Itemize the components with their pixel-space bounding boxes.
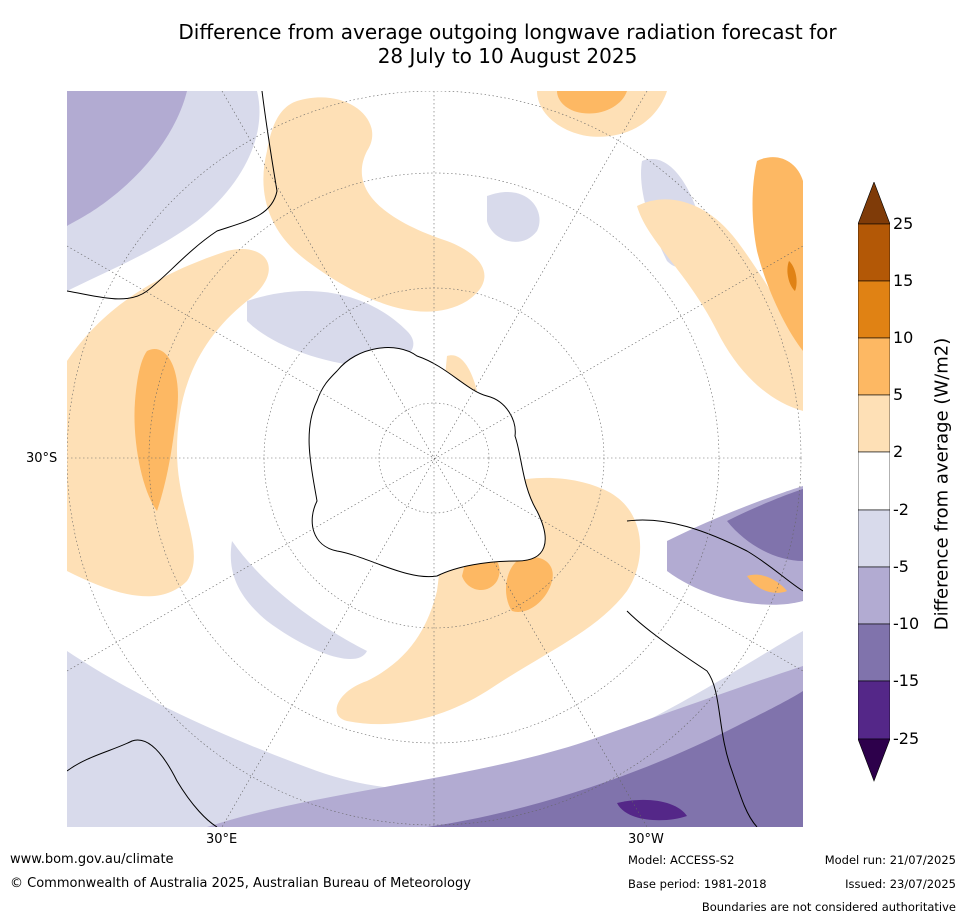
- colorbar-tick-2: 2: [893, 442, 904, 461]
- anomaly-region-pos-west-core: [134, 349, 178, 511]
- colorbar-tick-m5: -5: [893, 557, 909, 576]
- lat-label-30s: 30°S: [26, 451, 58, 466]
- polar-map: [67, 91, 803, 827]
- colorbar-tick-m15: -15: [893, 671, 920, 690]
- footer-issued: Issued: 23/07/2025: [845, 877, 956, 891]
- south-america-outline: [626, 519, 803, 827]
- colorbar-seg-5-10: [858, 337, 890, 396]
- map-title: Difference from average outgoing longwav…: [60, 20, 955, 68]
- footer-website: www.bom.gov.au/climate: [10, 852, 174, 867]
- anomaly-region-neg-east-strong: [727, 489, 803, 561]
- colorbar-tick-m10: -10: [893, 614, 920, 633]
- footer-copyright: © Commonwealth of Australia 2025, Austra…: [10, 876, 471, 891]
- colorbar-tick-m2: -2: [893, 500, 909, 519]
- footer-model-run: Model run: 21/07/2025: [824, 853, 956, 867]
- anomaly-region-neg-north: [487, 191, 540, 242]
- antarctica-outline: [308, 347, 546, 578]
- colorbar-seg-neutral: [858, 451, 890, 511]
- anomaly-region-pos-northeast-strong: [787, 261, 797, 291]
- colorbar-tick-5: 5: [893, 385, 904, 404]
- footer-base-period: Base period: 1981-2018: [628, 877, 767, 891]
- colorbar-tick-10: 10: [893, 328, 914, 347]
- colorbar-seg-m15-m25: [858, 680, 890, 740]
- colorbar-seg-m5-m10: [858, 566, 890, 625]
- colorbar-seg-gt25: [858, 182, 890, 225]
- colorbar-seg-15-25: [858, 223, 890, 282]
- colorbar-seg-lt-m25: [858, 738, 890, 782]
- anomaly-region-neg-ring-south: [230, 541, 367, 660]
- anomaly-region-neg-nw-strong: [67, 91, 187, 226]
- anomaly-region-neg-ring-east: [247, 291, 414, 367]
- colorbar-title: Difference from average (W/m2): [931, 337, 953, 631]
- anomaly-region-pos-south-core-2: [505, 557, 553, 612]
- colorbar-tick-25: 25: [893, 214, 914, 233]
- anomaly-region-pos-south-band: [336, 477, 641, 725]
- colorbar-seg-m2-m5: [858, 509, 890, 568]
- colorbar-seg-2-5: [858, 394, 890, 453]
- colorbar-seg-10-15: [858, 280, 890, 339]
- title-line-2: 28 July to 10 August 2025: [377, 44, 638, 68]
- footer-disclaimer: Boundaries are not considered authoritat…: [701, 900, 956, 914]
- colorbar-seg-m10-m15: [858, 623, 890, 682]
- lon-label-30w: 30°W: [628, 832, 664, 847]
- colorbar: [858, 182, 890, 782]
- graticule: [67, 91, 803, 827]
- anomaly-region-pos-northeast-band: [637, 199, 803, 411]
- lon-label-30e: 30°E: [206, 832, 238, 847]
- colorbar-tick-m25: -25: [893, 729, 920, 748]
- anomaly-region-neg-southwest-strong: [427, 691, 803, 827]
- footer-model: Model: ACCESS-S2: [628, 853, 735, 867]
- anomaly-region-pos-northeast-core: [752, 157, 803, 351]
- anomaly-region-pos-top-core: [557, 91, 627, 114]
- title-line-1: Difference from average outgoing longwav…: [178, 20, 837, 44]
- colorbar-tick-15: 15: [893, 271, 914, 290]
- australia-outline: [67, 91, 278, 827]
